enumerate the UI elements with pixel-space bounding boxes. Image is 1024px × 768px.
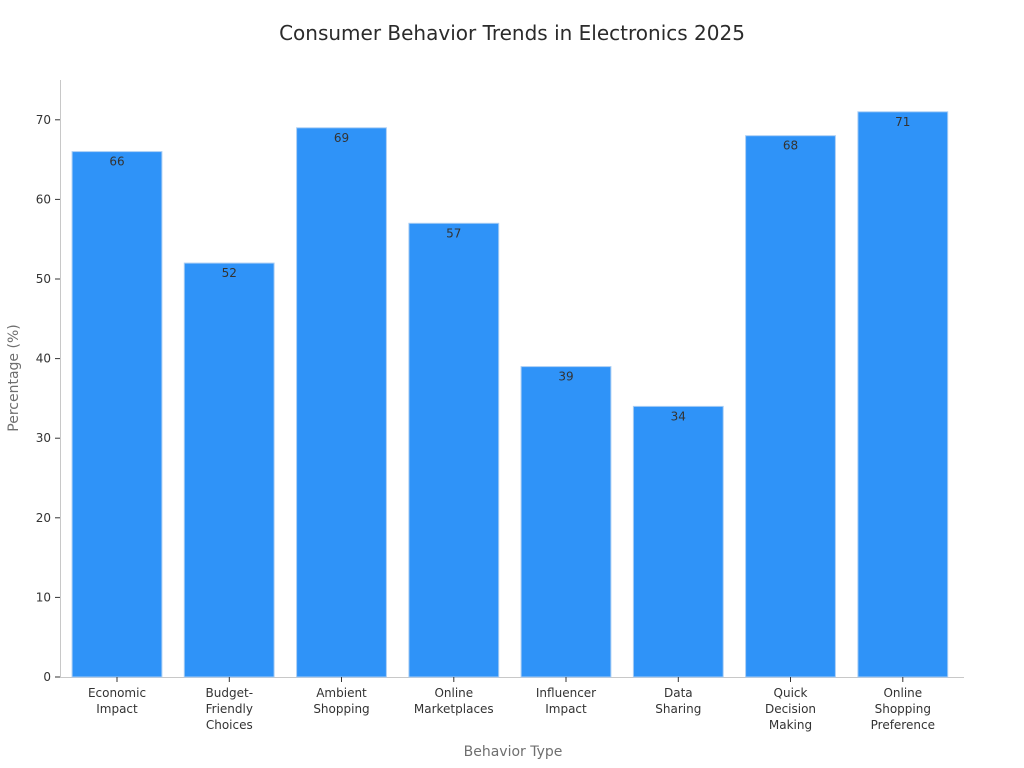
x-tick-label-line: Sharing (655, 702, 701, 716)
x-tick-label-line: Impact (545, 702, 587, 716)
y-tick-label: 70 (36, 113, 51, 127)
y-tick-label: 30 (36, 431, 51, 445)
x-tick-label: Online Shopping Preference (871, 686, 935, 732)
bars-group: 66 52 69 57 39 34 68 71 (71, 111, 949, 678)
x-tick-label: Influencer Impact (536, 686, 596, 716)
bar (296, 127, 387, 678)
y-tick-label: 40 (36, 352, 51, 366)
bar (745, 135, 836, 678)
x-tick-label-line: Online (883, 686, 922, 700)
y-tick-label: 0 (43, 670, 51, 684)
x-tick-label-line: Impact (96, 702, 138, 716)
x-tick-label: Economic Impact (88, 686, 146, 716)
y-tick-label: 50 (36, 272, 51, 286)
bar-value-label: 39 (558, 370, 573, 384)
x-tick-label-line: Preference (871, 718, 935, 732)
bar-value-label: 57 (446, 226, 461, 240)
x-tick-label: Ambient Shopping (313, 686, 369, 716)
x-tick-label: Online Marketplaces (414, 686, 494, 716)
x-tick-label-line: Online (434, 686, 473, 700)
x-tick-label-line: Shopping (313, 702, 369, 716)
x-tick-label-line: Quick (774, 686, 808, 700)
bar (632, 405, 724, 678)
y-axis-label: Percentage (%) (6, 324, 22, 431)
x-tick-label-line: Influencer (536, 686, 596, 700)
bar (857, 111, 949, 678)
x-tick-label-line: Making (769, 718, 812, 732)
bar-value-label: 52 (222, 266, 237, 280)
bar (408, 222, 500, 678)
bar (183, 262, 275, 678)
bar-value-label: 69 (334, 131, 349, 145)
x-tick-label-line: Data (664, 686, 693, 700)
x-tick-label-line: Choices (206, 718, 253, 732)
bar-value-label: 68 (783, 139, 798, 153)
bar (520, 366, 612, 678)
x-tick-label: Quick Decision Making (765, 686, 816, 732)
x-tick-label-line: Economic (88, 686, 146, 700)
bar-value-label: 71 (895, 115, 910, 129)
x-axis-label: Behavior Type (464, 744, 563, 760)
x-tick-label-line: Budget- (206, 686, 254, 700)
x-tick-label-line: Friendly (206, 702, 253, 716)
x-ticks-group: Economic Impact Budget- Friendly Choices Ambi… (88, 677, 935, 732)
y-ticks-group: 0 10 20 30 40 50 60 70 (36, 113, 60, 684)
x-tick-label-line: Shopping (875, 702, 931, 716)
x-tick-label: Data Sharing (655, 686, 701, 716)
bar-value-label: 34 (671, 409, 686, 423)
x-tick-label-line: Decision (765, 702, 816, 716)
y-tick-label: 20 (36, 511, 51, 525)
y-tick-label: 60 (36, 192, 51, 206)
bar (71, 151, 163, 678)
y-tick-label: 10 (36, 590, 51, 604)
x-tick-label-line: Ambient (316, 686, 367, 700)
chart-title: Consumer Behavior Trends in Electronics … (279, 21, 745, 45)
bar-value-label: 66 (109, 155, 124, 169)
x-tick-label-line: Marketplaces (414, 702, 494, 716)
x-tick-label: Budget- Friendly Choices (206, 686, 254, 732)
